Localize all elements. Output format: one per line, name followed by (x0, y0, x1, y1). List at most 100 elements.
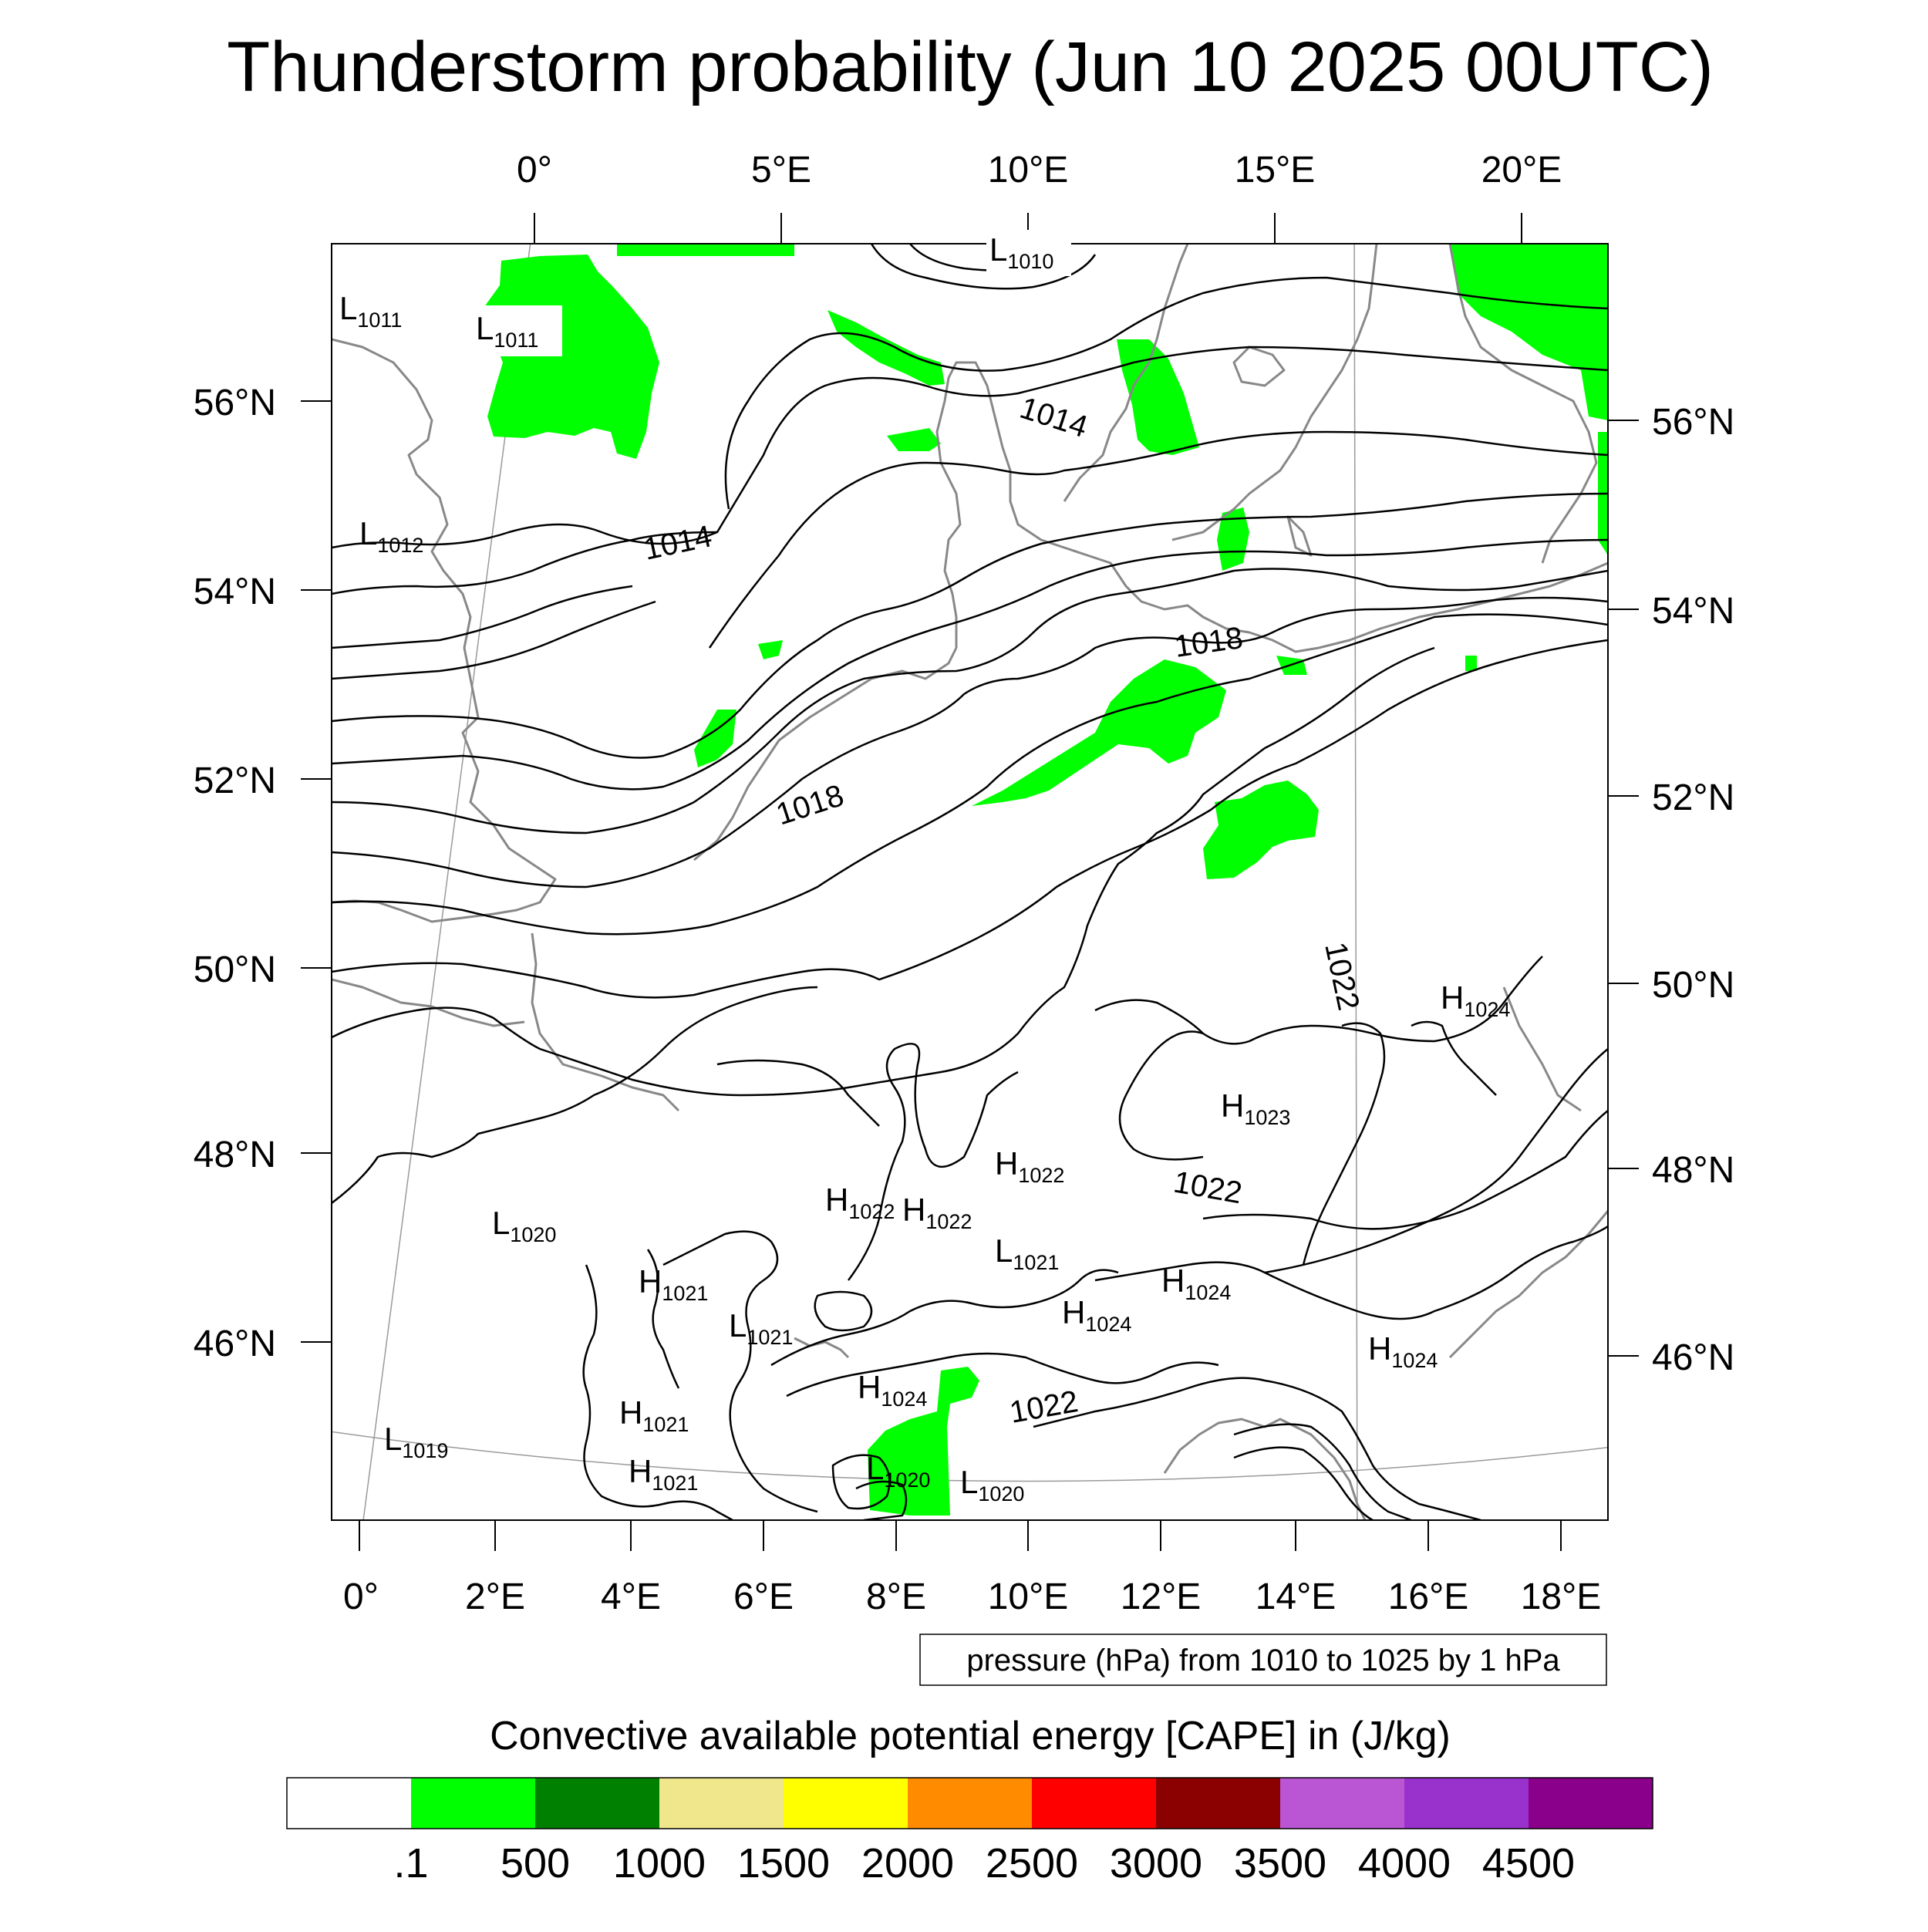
pressure-center-letter: L (995, 1232, 1013, 1269)
right-lat-label: 56°N (1652, 402, 1734, 443)
svg-text:H1023: H1023 (1221, 1087, 1290, 1129)
pressure-center-letter: L (989, 231, 1007, 268)
svg-text:H1021: H1021 (639, 1263, 708, 1305)
pressure-center-letter: L (384, 1421, 402, 1457)
pressure-center-value: 1022 (925, 1210, 972, 1233)
pressure-center: L1020 (492, 1205, 556, 1246)
isobar (1411, 1020, 1497, 1096)
parallel-45n (332, 1431, 1608, 1482)
pressure-center: H1024 (1062, 1294, 1131, 1336)
pressure-center-letter: H (995, 1145, 1018, 1182)
pressure-center-value: 1012 (377, 534, 423, 557)
right-lat-labels: 56°N 54°N 52°N 50°N 48°N 46°N (1652, 402, 1734, 1378)
isobar (1233, 1423, 1412, 1520)
svg-text:L1021: L1021 (729, 1307, 793, 1349)
border-southeast (1502, 986, 1582, 1112)
right-lat-label: 50°N (1652, 965, 1734, 1006)
colorbar-box (784, 1778, 908, 1829)
svg-text:H1024: H1024 (858, 1369, 927, 1411)
bottom-lon-label: 10°E (988, 1576, 1069, 1617)
isobar (662, 1230, 818, 1513)
left-lat-label: 48°N (194, 1135, 276, 1175)
pressure-center-letter: L (960, 1464, 978, 1500)
pressure-center-value: 1022 (1018, 1164, 1064, 1187)
svg-text:H1021: H1021 (629, 1453, 698, 1495)
pressure-center-value: 1021 (652, 1472, 698, 1495)
bottom-lon-label: 2°E (465, 1576, 525, 1617)
map-frame (331, 243, 1609, 1521)
pressure-center: L1021 (729, 1307, 793, 1349)
map-title: Thunderstorm probability (Jun 10 2025 00… (227, 28, 1714, 106)
colorbar-tick-label: 3500 (1234, 1840, 1326, 1886)
pressure-center-letter: L (492, 1205, 510, 1241)
map-background (332, 244, 1608, 1520)
isobar (582, 1264, 733, 1520)
pressure-center: H1023 (1221, 1087, 1290, 1129)
colorbar-box (535, 1778, 659, 1829)
bottom-lon-label: 8°E (866, 1576, 926, 1617)
contour-info-frame (919, 1634, 1607, 1686)
svg-text:L1021: L1021 (995, 1232, 1059, 1274)
coastline-ligurian (794, 1337, 850, 1359)
top-lon-label: 10°E (988, 150, 1069, 191)
isobars (332, 244, 1608, 1520)
colorbar: Convective available potential energy [C… (286, 1714, 1653, 1886)
bottom-lon-label: 4°E (601, 1576, 661, 1617)
pressure-center-bg (470, 305, 562, 356)
left-lat-labels: 56°N 54°N 52°N 50°N 48°N 46°N (194, 383, 276, 1364)
isobar (332, 568, 1608, 835)
pressure-center-letter: H (1368, 1330, 1391, 1367)
pressure-center-letter: H (639, 1263, 662, 1300)
coastline-sweden (1063, 244, 1189, 502)
cape-area-north-strip (617, 244, 794, 256)
contour-info-box: pressure (hPa) from 1010 to 1025 by 1 hP… (919, 1634, 1607, 1686)
svg-text:L1020: L1020 (492, 1205, 556, 1246)
pressure-center-value: 1021 (1013, 1251, 1059, 1274)
isobar (332, 585, 633, 649)
cape-area-skagerrak (827, 310, 945, 386)
colorbar-ticks: .1 500 1000 1500 2000 2500 3000 3500 400… (393, 1840, 1575, 1886)
svg-text:H1022: H1022 (995, 1145, 1064, 1187)
isobar (831, 1454, 891, 1510)
coastline-adriatic (1163, 1418, 1367, 1520)
left-lat-label: 54°N (194, 572, 276, 612)
colorbar-box (411, 1778, 535, 1829)
svg-text:L1019: L1019 (384, 1421, 448, 1462)
pressure-center-letter: L (359, 515, 377, 551)
pressure-center-value: 1024 (1464, 998, 1510, 1021)
bottom-lon-labels: 0° 2°E 4°E 6°E 8°E 10°E 12°E 14°E 16°E 1… (343, 1576, 1601, 1617)
pressure-center: H1022 (995, 1145, 1064, 1187)
left-lat-label: 50°N (194, 949, 276, 990)
map-area (331, 243, 1609, 1521)
pressure-centers: L1010 L1011 L1011 L1012 H1024 H1023 H102… (339, 230, 1510, 1505)
isobar (332, 531, 718, 595)
top-lon-label: 5°E (751, 150, 811, 191)
svg-text:H1024: H1024 (1368, 1330, 1438, 1372)
right-lat-label: 46°N (1652, 1337, 1734, 1378)
colorbar-tick-label: 2500 (986, 1840, 1078, 1886)
colorbar-box (659, 1778, 784, 1829)
colorbar-tick-label: 4000 (1358, 1840, 1451, 1886)
pressure-center-value: 1021 (642, 1413, 689, 1436)
left-lat-label: 46°N (194, 1323, 276, 1364)
pressure-center-letter: H (1062, 1294, 1085, 1330)
colorbar-boxes (287, 1778, 1653, 1829)
pressure-center-value: 1011 (494, 329, 538, 352)
isobar (708, 430, 1608, 649)
meridian-15e (1353, 244, 1358, 1520)
cape-area-alps (868, 1367, 979, 1516)
pressure-center-value: 1024 (1185, 1281, 1231, 1304)
pressure-center-letter: H (1161, 1263, 1185, 1299)
pressure-center: H1024 (1368, 1330, 1438, 1372)
pressure-center-value: 1010 (1007, 250, 1053, 273)
pressure-center-letter: H (825, 1182, 848, 1218)
isobar (332, 600, 656, 680)
left-lat-label: 56°N (194, 383, 276, 423)
isobar (786, 1352, 1219, 1398)
isobar (1094, 1225, 1608, 1320)
pressure-center-value: 1019 (402, 1439, 448, 1462)
pressure-center-letter: H (1441, 979, 1464, 1016)
isobar (1302, 1022, 1386, 1266)
